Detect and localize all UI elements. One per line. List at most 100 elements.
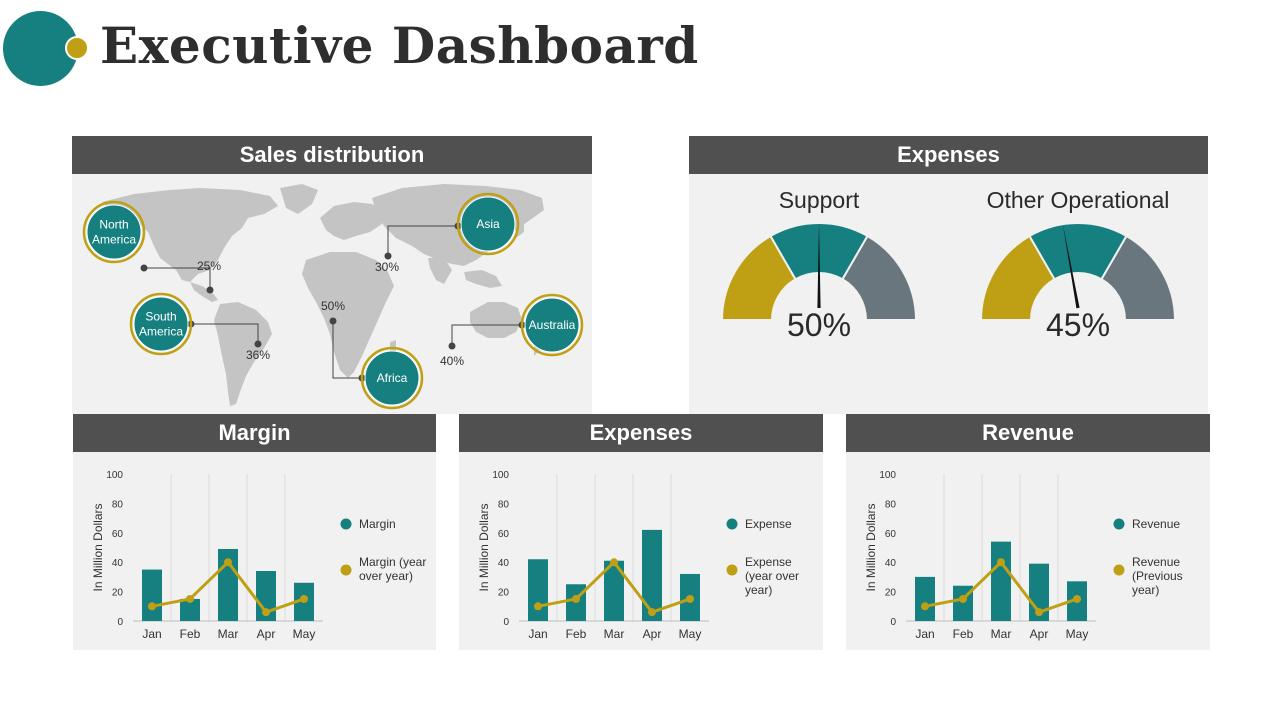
region-bubble-north-america [86,204,142,260]
connector-end-dot-north-america [206,286,214,294]
map-europe [320,202,384,240]
map-central-america [190,282,218,302]
line-point-mar [224,558,232,567]
y-tick-label: 100 [879,470,896,481]
revenue-header: Revenue [846,414,1210,452]
expenses-gauges-panel: Expenses Support 50% Other Operational 45% [689,136,1208,414]
legend-label-line: Expense [745,555,792,569]
y-tick-label: 20 [112,588,124,599]
x-tick-label: Feb [953,627,974,641]
legend-marker-bar [726,518,738,530]
line-point-jan [534,602,542,611]
line-point-jan [921,602,929,611]
bar-mar [604,560,624,621]
x-tick-label: Apr [643,627,662,641]
legend-label-line: year) [745,583,772,597]
expenses-chart-body: 0 20 40 60 80 100 In Million Dollars Jan Feb Mar A… [459,452,823,650]
line-point-mar [997,558,1005,567]
y-tick-label: 0 [117,617,123,628]
y-tick-label: 0 [890,617,896,628]
y-tick-label: 0 [503,617,509,628]
line-point-feb [572,594,580,603]
region-ring-australia [520,293,584,357]
connector-australia [451,324,522,346]
line-point-feb [959,594,967,603]
legend-marker-bar [1113,518,1125,530]
y-tick-label: 40 [112,558,124,569]
connector-north-america [144,267,211,290]
legend-label-bar: Margin [359,517,396,531]
gauge-segment-high-support [841,234,918,321]
line-point-may [300,594,308,603]
line-point-may [686,594,694,603]
connector-end-dot-australia [448,342,456,350]
revenue-body: 0 20 40 60 80 100 In Million Dollars Jan Feb Mar A… [846,452,1210,650]
region-ring-north-america [82,200,146,264]
expenses-chart-header: Expenses [459,414,823,452]
legend-label-line: (Previous [1132,569,1183,583]
map-greenland [280,184,318,214]
bar-jan [142,569,162,621]
x-tick-label: May [679,627,702,641]
region-value-africa: 50% [321,299,345,313]
region-name-north-america: America [92,233,136,247]
y-tick-label: 40 [498,558,510,569]
x-tick-label: Jan [142,627,161,641]
connector-south-america [191,323,259,344]
gauge-value-other-operational: 45% [1046,307,1110,343]
gauge-value-support: 50% [787,307,851,343]
y-tick-label: 100 [492,470,509,481]
gauge-segment-high-other-operational [1100,234,1177,321]
bar-apr [642,529,662,621]
x-tick-label: Feb [180,627,201,641]
region-value-australia: 40% [440,354,464,368]
connector-start-dot-north-america [140,264,148,272]
gauge-label-support: Support [779,187,860,213]
region-bubble-australia [524,297,580,353]
legend-label-line: Revenue [1132,555,1180,569]
legend-label-line: (year over [745,569,799,583]
legend-label-bar: Expense [745,517,792,531]
bar-mar [991,541,1011,621]
region-name-south-america: South [145,310,176,324]
y-tick-label: 40 [885,558,897,569]
x-tick-label: Apr [1030,627,1049,641]
region-value-north-america: 25% [197,259,221,273]
legend-marker-line [726,564,738,576]
bar-apr [256,571,276,621]
revenue-panel: Revenue 0 20 40 60 80 100 In Million Dollars Ja… [846,414,1210,650]
x-tick-label: May [293,627,316,641]
line-point-apr [262,608,270,617]
line-point-feb [186,594,194,603]
region-bubble-south-america [133,296,189,352]
margin-body: 0 20 40 60 80 100 In Million Dollars Jan Feb Mar A… [73,452,436,650]
expenses-gauges-body: Support 50% Other Operational 45% [689,174,1208,414]
legend-label-bar: Revenue [1132,517,1180,531]
world-map: NorthAmerica25%Asia30%SouthAmerica36%Afr… [82,184,584,410]
x-tick-label: Jan [528,627,547,641]
x-tick-label: May [1066,627,1089,641]
connector-end-dot-asia [384,252,392,260]
connector-end-dot-africa [329,317,337,325]
legend-label-line: Margin (year [359,555,426,569]
region-name-africa: Africa [377,371,408,385]
region-name-asia: Asia [476,217,500,231]
sales-distribution-panel: Sales distribution [72,136,592,414]
connector-asia [387,225,458,256]
bar-jan [528,559,548,621]
connector-africa [332,321,362,379]
connector-end-dot-south-america [254,340,262,348]
map-australia [470,302,522,338]
x-tick-label: Jan [915,627,934,641]
region-value-south-america: 36% [246,348,270,362]
expenses-gauges-header: Expenses [689,136,1208,174]
y-tick-label: 80 [498,499,510,510]
region-name-south-america: America [139,325,183,339]
region-ring-south-america [129,292,193,356]
line-point-jan [148,602,156,611]
y-tick-label: 20 [498,588,510,599]
gauge-needle-other-operational [1062,224,1080,309]
page-title: Executive Dashboard [100,16,699,75]
y-tick-label: 20 [885,588,897,599]
bar-jan [915,576,935,621]
